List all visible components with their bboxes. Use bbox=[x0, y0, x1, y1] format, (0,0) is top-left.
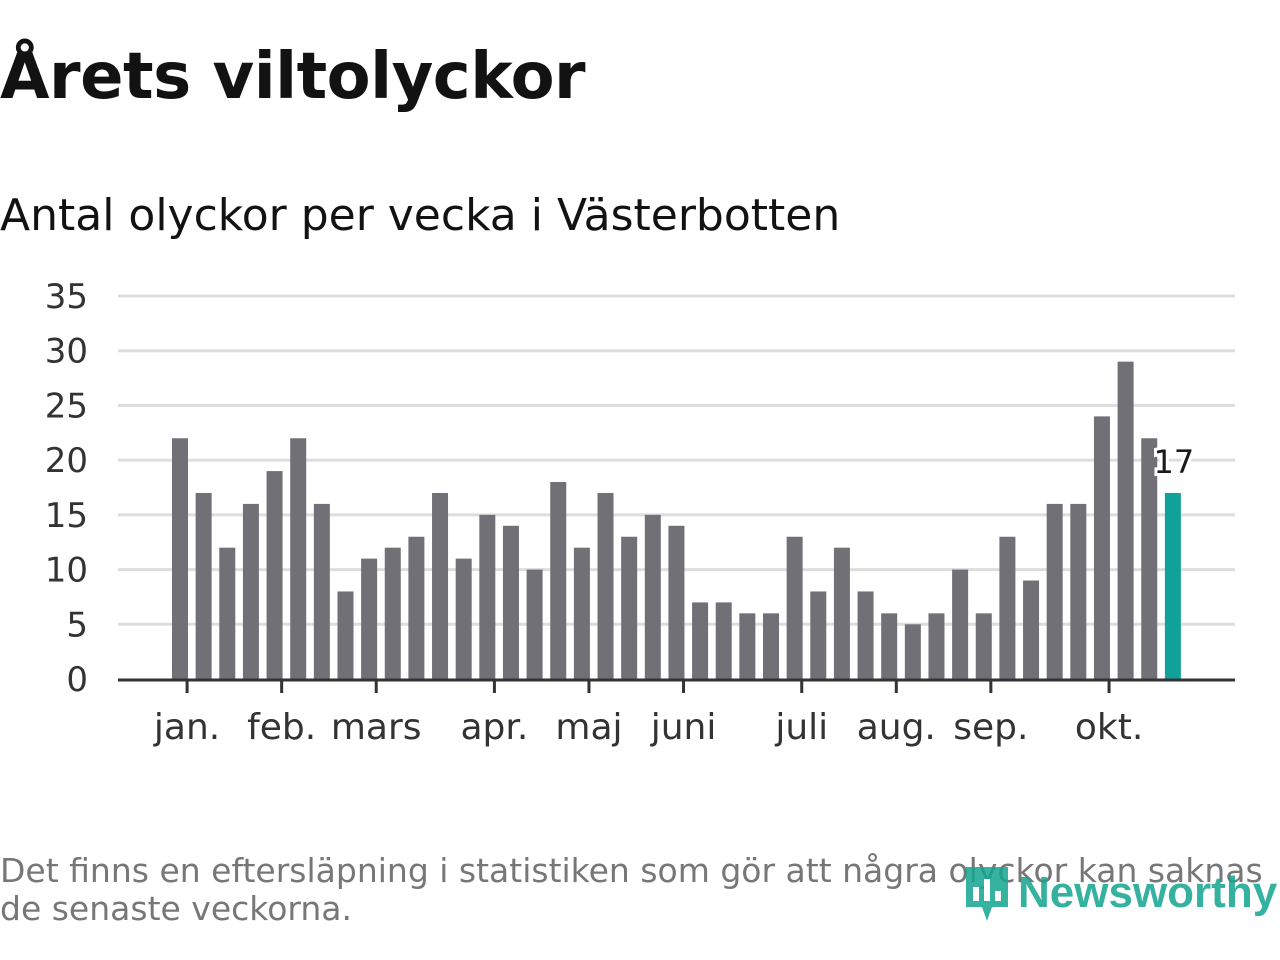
y-tick-label: 25 bbox=[45, 386, 88, 426]
bar-highlight bbox=[1164, 492, 1181, 679]
value-label: 17 bbox=[1154, 443, 1195, 481]
bar bbox=[408, 536, 425, 679]
bar bbox=[172, 438, 188, 679]
x-tick-label: aug. bbox=[857, 707, 936, 748]
y-tick-label: 15 bbox=[45, 496, 88, 536]
x-tick-label: jan. bbox=[153, 707, 220, 748]
bar bbox=[1093, 416, 1110, 679]
bar bbox=[526, 569, 543, 679]
newsworthy-logo-icon bbox=[966, 867, 1008, 921]
bar bbox=[810, 591, 827, 679]
x-tick-label: mars bbox=[331, 707, 422, 748]
x-tick-label: maj bbox=[555, 707, 622, 748]
bar bbox=[881, 613, 898, 679]
bars bbox=[172, 361, 1181, 679]
bar bbox=[1070, 503, 1087, 679]
bar bbox=[952, 569, 969, 679]
bar bbox=[550, 482, 567, 679]
bar bbox=[621, 536, 638, 679]
bar bbox=[644, 514, 661, 679]
x-tick-label: juli bbox=[774, 707, 828, 748]
y-tick-label: 10 bbox=[45, 551, 88, 591]
bar bbox=[384, 547, 401, 679]
bar bbox=[739, 613, 756, 679]
bar bbox=[242, 503, 259, 679]
x-tick-label: sep. bbox=[953, 707, 1028, 748]
x-tick-label: apr. bbox=[460, 707, 528, 748]
y-tick-label: 30 bbox=[45, 332, 88, 372]
y-axis-ticks: 0 5 10 15 20 25 30 35 bbox=[45, 277, 88, 700]
bar bbox=[479, 514, 496, 679]
chart-title: Årets viltolyckor bbox=[0, 40, 586, 114]
y-tick-label: 20 bbox=[45, 441, 88, 481]
newsworthy-logo: Newsworthy bbox=[962, 858, 1277, 928]
bar bbox=[290, 438, 307, 679]
bar bbox=[857, 591, 874, 679]
bar bbox=[219, 547, 236, 679]
y-tick-label: 5 bbox=[66, 605, 88, 645]
bar bbox=[692, 602, 709, 679]
bar bbox=[266, 471, 283, 679]
chart-subtitle: Antal olyckor per vecka i Västerbotten bbox=[0, 190, 841, 241]
bar bbox=[833, 547, 850, 679]
bar bbox=[715, 602, 732, 679]
bar bbox=[195, 492, 212, 679]
bar bbox=[904, 624, 921, 679]
bar bbox=[502, 525, 519, 679]
bar bbox=[975, 613, 992, 679]
bar bbox=[928, 613, 945, 679]
bar-chart: 0 5 10 15 20 25 30 35 jan. feb. mars apr. maj juni ju… bbox=[45, 277, 1235, 748]
bar bbox=[763, 613, 779, 679]
y-tick-label: 35 bbox=[45, 277, 88, 317]
y-tick-label: 0 bbox=[66, 660, 88, 700]
bar bbox=[1046, 503, 1063, 679]
bar bbox=[337, 591, 354, 679]
bar bbox=[597, 492, 614, 679]
bar bbox=[361, 558, 378, 679]
bar bbox=[432, 492, 449, 679]
bar bbox=[999, 536, 1016, 679]
bar bbox=[786, 536, 803, 679]
x-axis-ticks: jan. feb. mars apr. maj juni juli aug. sep. okt. bbox=[153, 679, 1143, 748]
bar bbox=[1141, 438, 1158, 679]
x-tick-label: juni bbox=[650, 707, 717, 748]
bar bbox=[313, 503, 330, 679]
bar bbox=[1023, 580, 1040, 679]
bar bbox=[455, 558, 472, 679]
x-tick-label: okt. bbox=[1075, 707, 1143, 748]
newsworthy-logo-text: Newsworthy bbox=[1018, 868, 1278, 917]
bar bbox=[1117, 361, 1134, 679]
bar bbox=[668, 525, 685, 679]
bar bbox=[573, 547, 590, 679]
footnote: Det finns en eftersläpning i statistiken… bbox=[0, 851, 1263, 928]
value-labels: 17 bbox=[1151, 440, 1198, 484]
x-tick-label: feb. bbox=[247, 707, 316, 748]
